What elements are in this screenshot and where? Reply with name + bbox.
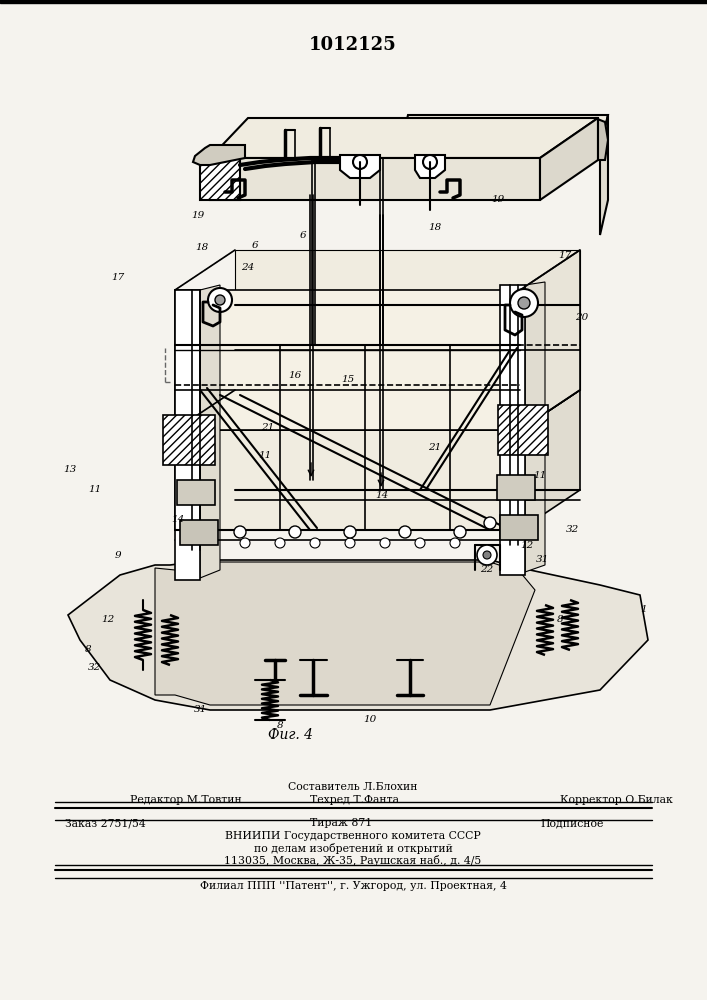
Text: 15: 15 — [341, 375, 355, 384]
Text: 9: 9 — [115, 550, 122, 560]
Polygon shape — [180, 520, 218, 545]
Text: 17: 17 — [112, 273, 124, 282]
Text: 8: 8 — [85, 646, 91, 654]
Circle shape — [353, 155, 367, 169]
Text: 32: 32 — [566, 526, 580, 534]
Polygon shape — [500, 515, 538, 540]
Circle shape — [518, 297, 530, 309]
Circle shape — [484, 517, 496, 529]
Polygon shape — [200, 285, 220, 578]
Polygon shape — [193, 145, 245, 165]
Circle shape — [399, 526, 411, 538]
Circle shape — [345, 538, 355, 548]
Polygon shape — [175, 390, 580, 430]
Text: Фиг. 4: Фиг. 4 — [267, 728, 312, 742]
Polygon shape — [210, 158, 540, 200]
Polygon shape — [175, 290, 200, 580]
Text: 1012125: 1012125 — [309, 36, 397, 54]
Text: 21: 21 — [428, 444, 442, 452]
Text: 11: 11 — [258, 450, 271, 460]
Text: 16: 16 — [288, 370, 302, 379]
Text: 19: 19 — [491, 196, 505, 205]
Text: Составитель Л.Блохин: Составитель Л.Блохин — [288, 782, 418, 792]
Circle shape — [483, 551, 491, 559]
Polygon shape — [235, 250, 580, 390]
Polygon shape — [68, 560, 648, 710]
Text: 14: 14 — [375, 490, 389, 499]
Circle shape — [380, 538, 390, 548]
Text: 1: 1 — [640, 605, 647, 614]
Text: 19: 19 — [192, 211, 204, 220]
Polygon shape — [175, 430, 520, 530]
Text: 10: 10 — [363, 716, 377, 724]
Circle shape — [289, 526, 301, 538]
Polygon shape — [520, 390, 580, 530]
Text: Филиал ППП ''Патент'', г. Ужгород, ул. Проектная, 4: Филиал ППП ''Патент'', г. Ужгород, ул. П… — [199, 881, 506, 891]
Text: 11: 11 — [88, 486, 102, 494]
Circle shape — [510, 289, 538, 317]
Polygon shape — [498, 405, 548, 455]
Circle shape — [208, 288, 232, 312]
Text: 18: 18 — [428, 224, 442, 232]
Polygon shape — [340, 155, 380, 178]
Text: 24: 24 — [241, 263, 255, 272]
Text: 8: 8 — [556, 615, 563, 624]
Polygon shape — [210, 118, 598, 158]
Text: 6: 6 — [300, 231, 306, 239]
Polygon shape — [525, 282, 545, 572]
Text: 6: 6 — [252, 240, 258, 249]
Polygon shape — [400, 115, 608, 150]
Polygon shape — [540, 118, 598, 200]
Bar — [0, 0, 707, 3]
Text: 14: 14 — [171, 516, 185, 524]
Circle shape — [423, 155, 437, 169]
Polygon shape — [595, 118, 608, 160]
Circle shape — [275, 538, 285, 548]
Text: Подписное: Подписное — [540, 818, 603, 828]
Text: 31: 31 — [194, 706, 206, 714]
Polygon shape — [415, 155, 445, 178]
Polygon shape — [600, 115, 608, 235]
Text: 32: 32 — [88, 664, 102, 672]
Circle shape — [215, 295, 225, 305]
Polygon shape — [155, 562, 535, 705]
Text: 17: 17 — [559, 250, 572, 259]
Text: 8: 8 — [276, 720, 284, 730]
Text: Заказ 2751/54: Заказ 2751/54 — [65, 818, 146, 828]
Circle shape — [415, 538, 425, 548]
Polygon shape — [520, 250, 580, 430]
Circle shape — [240, 538, 250, 548]
Text: 20: 20 — [575, 314, 588, 322]
Polygon shape — [175, 290, 520, 430]
Polygon shape — [500, 285, 525, 575]
Text: 12: 12 — [520, 540, 534, 550]
Polygon shape — [163, 415, 215, 465]
Circle shape — [454, 526, 466, 538]
Text: Тираж 871: Тираж 871 — [310, 818, 373, 828]
Text: 13: 13 — [63, 466, 76, 475]
Text: 31: 31 — [535, 556, 549, 564]
Text: 12: 12 — [101, 615, 115, 624]
Text: Редактор М.Товтин: Редактор М.Товтин — [130, 795, 242, 805]
Polygon shape — [177, 480, 215, 505]
Text: 21: 21 — [262, 424, 274, 432]
Polygon shape — [497, 475, 535, 500]
Text: 22: 22 — [480, 566, 493, 574]
Text: 113035, Москва, Ж-35, Раушская наб., д. 4/5: 113035, Москва, Ж-35, Раушская наб., д. … — [224, 856, 481, 866]
Text: Корректор О.Билак: Корректор О.Билак — [560, 795, 673, 805]
Circle shape — [344, 526, 356, 538]
Text: Техред Т.Фанта: Техред Т.Фанта — [310, 795, 399, 805]
Text: по делам изобретений и открытий: по делам изобретений и открытий — [254, 844, 452, 854]
Polygon shape — [200, 155, 240, 200]
Circle shape — [234, 526, 246, 538]
Text: 18: 18 — [195, 243, 209, 252]
Circle shape — [450, 538, 460, 548]
Text: ВНИИПИ Государственного комитета СССР: ВНИИПИ Государственного комитета СССР — [225, 831, 481, 841]
Circle shape — [477, 545, 497, 565]
Circle shape — [310, 538, 320, 548]
Text: 11: 11 — [533, 471, 547, 480]
